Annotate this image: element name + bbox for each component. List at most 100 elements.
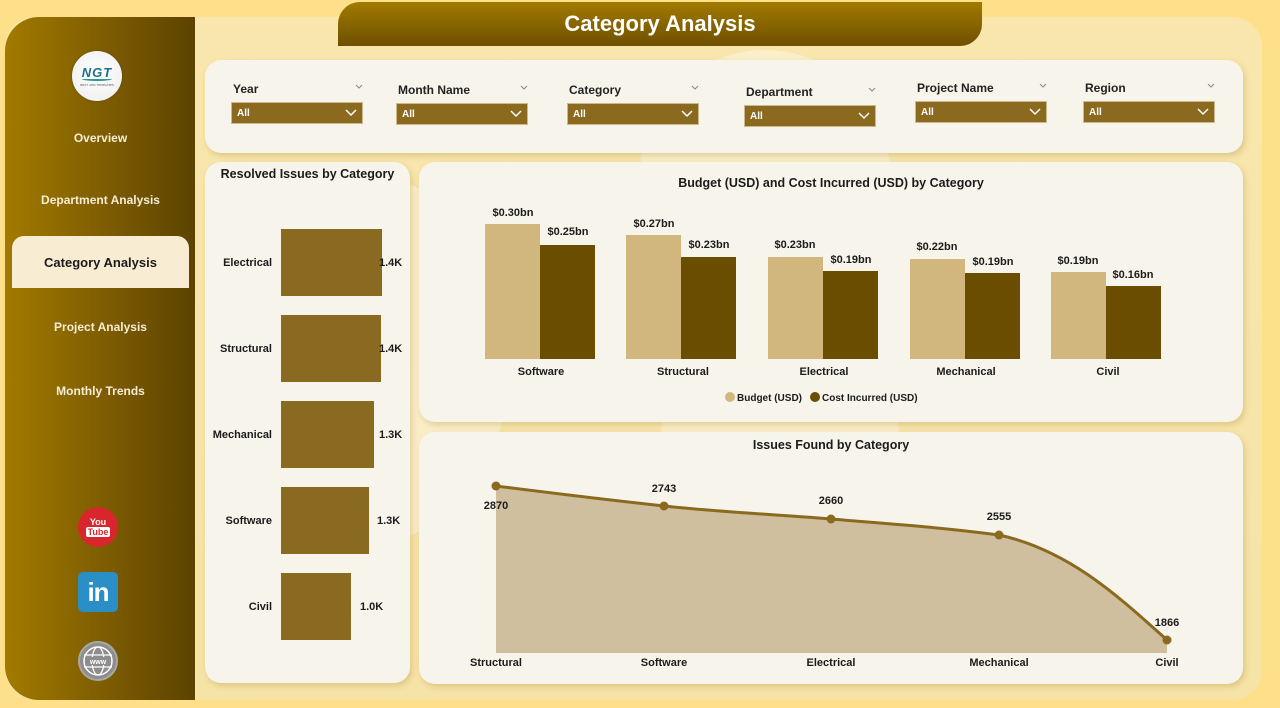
chart-legend[interactable]: Budget (USD) Cost Incurred (USD) — [725, 392, 918, 404]
sidebar-item-department-analysis[interactable]: Department Analysis — [12, 174, 189, 226]
dropdown-value: All — [402, 108, 415, 120]
filter-label: Month Name — [398, 83, 470, 97]
sidebar-item-label: Overview — [73, 131, 128, 145]
svg-text:$0.23bn: $0.23bn — [689, 239, 730, 251]
svg-text:Electrical: Electrical — [807, 657, 856, 669]
bar-row[interactable]: Civil 1.0K — [205, 573, 410, 640]
chevron-down-icon[interactable] — [691, 83, 699, 91]
linkedin-text: in — [87, 576, 109, 607]
svg-text:2870: 2870 — [484, 500, 508, 512]
dropdown-value: All — [1089, 106, 1102, 118]
chevron-down-icon[interactable] — [355, 82, 363, 90]
sidebar-item-monthly-trends[interactable]: Monthly Trends — [12, 365, 189, 417]
svg-text:$0.22bn: $0.22bn — [917, 241, 958, 253]
chevron-down-icon — [681, 110, 693, 118]
area-fill — [496, 486, 1167, 653]
budget-bar — [1051, 272, 1106, 359]
budget-bar — [626, 235, 681, 359]
region-dropdown[interactable]: All — [1083, 101, 1215, 123]
bar[interactable] — [281, 315, 381, 382]
page-title: Category Analysis — [564, 11, 756, 36]
svg-text:$0.16bn: $0.16bn — [1113, 269, 1154, 281]
svg-text:Software: Software — [641, 657, 687, 669]
legend-budget-marker — [725, 392, 735, 402]
logo-text: NGT — [81, 64, 113, 80]
sidebar-item-label: Monthly Trends — [56, 384, 145, 398]
sidebar-item-label: Category Analysis — [44, 254, 157, 270]
sidebar-item-label: Department Analysis — [41, 193, 160, 207]
bar-row[interactable]: Structural 1.4K — [205, 315, 410, 382]
filter-label: Region — [1085, 81, 1126, 95]
budget-bar — [485, 224, 540, 359]
bar-group-mechanical[interactable]: $0.22bn $0.19bn Mechanical — [910, 241, 1020, 378]
dropdown-value: All — [750, 110, 763, 122]
resolved-issues-chart: Resolved Issues by Category Electrical 1… — [205, 162, 410, 683]
svg-text:$0.30bn: $0.30bn — [493, 207, 534, 219]
bar-row[interactable]: Software 1.3K — [205, 487, 410, 554]
project-name-dropdown[interactable]: All — [915, 101, 1047, 123]
chevron-down-icon[interactable] — [520, 83, 528, 91]
svg-text:Cost Incurred (USD): Cost Incurred (USD) — [822, 393, 918, 404]
bar-value: 1.3K — [377, 514, 401, 527]
bar-row[interactable]: Mechanical 1.3K — [205, 401, 410, 468]
bar-label: Mechanical — [212, 428, 272, 441]
svg-text:Electrical: Electrical — [800, 366, 849, 378]
bar-group-civil[interactable]: $0.19bn $0.16bn Civil — [1051, 255, 1161, 378]
svg-text:2660: 2660 — [819, 495, 843, 507]
logo-subtext: NEXT GEN TEMPLATES — [80, 82, 114, 87]
data-point-software[interactable]: 2743 Software — [641, 483, 687, 669]
svg-text:2555: 2555 — [987, 511, 1011, 523]
bar-group-electrical[interactable]: $0.23bn $0.19bn Electrical — [768, 239, 878, 378]
website-icon[interactable]: www — [78, 641, 118, 681]
bar[interactable] — [281, 573, 351, 640]
bar-value: 1.4K — [379, 256, 403, 269]
data-point-structural[interactable]: 2870 Structural — [470, 481, 522, 670]
svg-text:www: www — [89, 659, 107, 666]
svg-text:Civil: Civil — [1096, 366, 1119, 378]
filter-label: Department — [746, 85, 813, 99]
sidebar-item-category-analysis[interactable]: Category Analysis — [12, 236, 189, 288]
bar[interactable] — [281, 401, 374, 468]
svg-text:$0.25bn: $0.25bn — [548, 226, 589, 238]
bar[interactable] — [281, 229, 382, 296]
page-title-bar: Category Analysis — [338, 2, 982, 46]
cost-bar — [965, 273, 1020, 359]
chart-title: Issues Found by Category — [752, 438, 910, 452]
svg-text:$0.19bn: $0.19bn — [973, 256, 1014, 268]
svg-text:$0.19bn: $0.19bn — [831, 254, 872, 266]
chevron-down-icon[interactable] — [1039, 81, 1047, 89]
chevron-down-icon — [858, 112, 870, 120]
svg-text:Structural: Structural — [470, 657, 522, 669]
svg-text:Mechanical: Mechanical — [936, 366, 995, 378]
bar-group-structural[interactable]: $0.27bn $0.23bn Structural — [626, 218, 736, 378]
youtube-icon[interactable]: You Tube — [78, 507, 118, 547]
linkedin-icon[interactable]: in — [78, 572, 118, 612]
svg-text:2743: 2743 — [652, 483, 676, 495]
budget-cost-chart: Budget (USD) and Cost Incurred (USD) by … — [419, 162, 1243, 422]
chevron-down-icon[interactable] — [868, 85, 876, 93]
category-dropdown[interactable]: All — [567, 103, 699, 125]
bar-row[interactable]: Electrical 1.4K — [205, 229, 410, 296]
sidebar-item-overview[interactable]: Overview — [12, 112, 189, 164]
bar[interactable] — [281, 487, 369, 554]
svg-text:1866: 1866 — [1155, 617, 1179, 629]
ngt-logo-icon[interactable]: NGT NEXT GEN TEMPLATES — [72, 51, 122, 101]
chevron-down-icon[interactable] — [1207, 81, 1215, 89]
bar-label: Structural — [220, 342, 272, 355]
dropdown-value: All — [921, 106, 934, 118]
filter-label: Project Name — [917, 81, 994, 95]
department-dropdown[interactable]: All — [744, 105, 876, 127]
bar-group-software[interactable]: $0.30bn $0.25bn Software — [485, 207, 595, 378]
data-point-mechanical[interactable]: 2555 Mechanical — [969, 511, 1028, 669]
year-dropdown[interactable]: All — [231, 102, 363, 124]
sidebar-item-project-analysis[interactable]: Project Analysis — [12, 301, 189, 353]
svg-text:$0.19bn: $0.19bn — [1058, 255, 1099, 267]
data-point-electrical[interactable]: 2660 Electrical — [807, 495, 856, 669]
data-point-civil[interactable]: 1866 Civil — [1155, 617, 1179, 669]
chevron-down-icon — [345, 109, 357, 117]
bar-value: 1.4K — [379, 342, 403, 355]
svg-text:Mechanical: Mechanical — [969, 657, 1028, 669]
bar-label: Civil — [248, 600, 272, 613]
issues-found-chart: Issues Found by Category 2870 Structural… — [419, 432, 1243, 684]
month-name-dropdown[interactable]: All — [396, 103, 528, 125]
